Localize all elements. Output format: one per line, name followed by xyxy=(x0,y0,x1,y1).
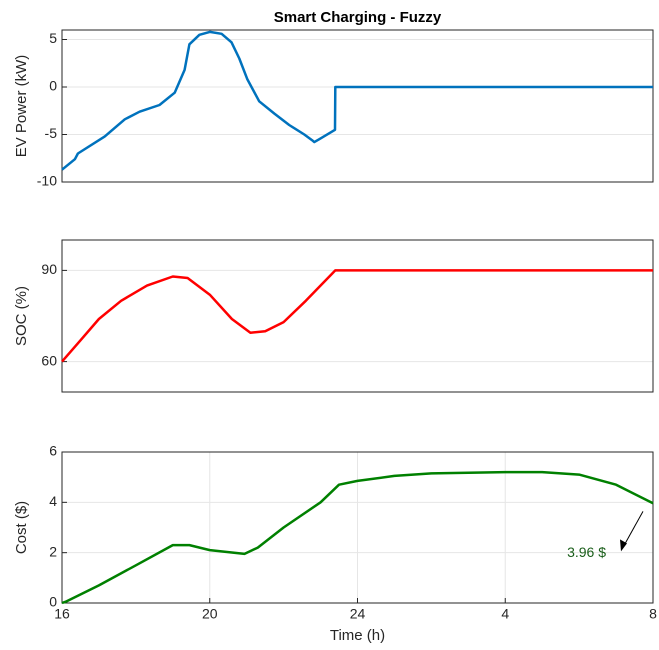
y-tick-label: 6 xyxy=(49,443,57,459)
axes-box xyxy=(61,29,654,183)
y-tick-label: 4 xyxy=(49,493,57,509)
y-axis-label: SOC (%) xyxy=(13,286,30,346)
y-tick-label: -5 xyxy=(45,125,58,141)
arrow-head xyxy=(620,539,627,552)
x-tick-label: 20 xyxy=(202,606,218,622)
y-axis-label: Cost ($) xyxy=(13,501,30,554)
annotation-arrow xyxy=(622,511,644,548)
x-tick-label: 8 xyxy=(649,606,657,622)
y-tick-label: 0 xyxy=(49,78,57,94)
y-tick-label: 5 xyxy=(49,30,57,46)
x-axis-label: Time (h) xyxy=(330,627,385,644)
chart-title: Smart Charging - Fuzzy xyxy=(274,9,442,26)
y-tick-label: 2 xyxy=(49,543,57,559)
data-line xyxy=(61,470,654,605)
data-line xyxy=(61,30,653,171)
y-axis-label: EV Power (kW) xyxy=(13,55,30,158)
axes-box xyxy=(61,239,654,393)
data-line xyxy=(61,269,653,363)
y-tick-label: 0 xyxy=(49,594,57,610)
axes-box xyxy=(61,451,654,604)
y-tick-label: -10 xyxy=(37,173,57,189)
x-tick-label: 16 xyxy=(54,606,70,622)
x-tick-label: 24 xyxy=(350,606,366,622)
x-tick-label: 4 xyxy=(501,606,509,622)
y-tick-label: 60 xyxy=(41,352,57,368)
y-tick-label: 90 xyxy=(41,261,57,277)
annotation-text: 3.96 $ xyxy=(567,544,606,560)
